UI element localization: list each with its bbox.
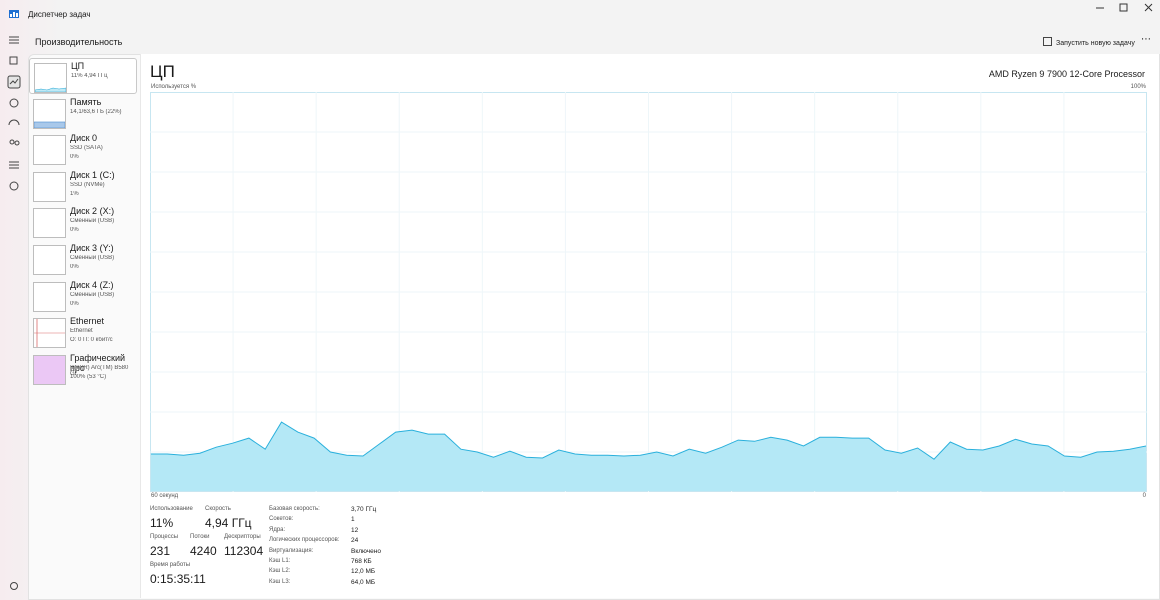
sidebar-item-detail: 0% xyxy=(70,154,79,161)
sidebar-item[interactable]: Ethernet Ethernet О: 0 П: 0 кбит/с xyxy=(29,314,135,349)
sidebar-item[interactable]: Диск 3 (Y:) Сменный (USB) 0% xyxy=(29,241,135,275)
sidebar-item-detail: Сменный (USB) xyxy=(70,255,115,261)
sidebar-item-detail: О: 0 П: 0 кбит/с xyxy=(70,337,113,344)
sidebar-item-detail: Intel(R) Arc(TM) B580 Gr xyxy=(70,364,129,377)
sidebar-thumbnail xyxy=(33,208,66,239)
stat-value: 11% xyxy=(150,516,174,530)
sidebar-thumbnail xyxy=(33,354,66,385)
sidebar-item-name: Память xyxy=(70,96,102,107)
run-task-button[interactable]: Запустить новую задачу xyxy=(1043,37,1135,47)
sidebar-item[interactable]: Диск 1 (C:) SSD (NVMe) 1% xyxy=(29,168,135,202)
sidebar-item[interactable]: Диск 4 (Z:) Сменный (USB) 0% xyxy=(29,278,135,312)
more-button[interactable]: ⋯ xyxy=(1141,34,1151,45)
stat-label: Дескрипторы xyxy=(224,534,261,540)
page-title: Производительность xyxy=(35,37,123,47)
stat-label: Время работы xyxy=(150,562,191,568)
sidebar-item-detail: Сменный (USB) xyxy=(70,218,115,225)
sidebar-item-detail: 100% (53 °C) xyxy=(70,373,107,380)
thumbnail-graph xyxy=(35,87,66,92)
stat-value: 4240 xyxy=(190,544,217,558)
sidebar-item-detail: 1% xyxy=(70,190,79,197)
sidebar-item-detail: 11% 4,94 ГГц xyxy=(71,73,108,79)
sidebar-item-detail: SSD (SATA) xyxy=(70,145,103,152)
sidebar-item-name: Диск 3 (Y:) xyxy=(70,243,114,253)
stat-value: 112304 xyxy=(224,544,264,558)
cpu-title: ЦП xyxy=(150,62,175,81)
detail-value: 64,0 МБ xyxy=(351,578,376,586)
sidebar-item-detail: 14,1/63,6 ГБ (22%) xyxy=(70,108,122,115)
stat-label: Потоки xyxy=(190,534,210,540)
thumbnail-graph xyxy=(34,121,65,128)
sidebar-item-name: Диск 4 (Z:) xyxy=(70,279,114,290)
x-left-label: 60 секунд xyxy=(151,493,179,499)
detail-value: 1 xyxy=(351,516,355,524)
detail-label: Базовая скорость: xyxy=(269,506,320,512)
sidebar-thumbnail xyxy=(33,281,66,312)
sidebar-item-name: Диск 2 (X:) xyxy=(70,206,115,217)
sidebar-item-detail: Ethernet xyxy=(70,328,93,335)
sidebar-item[interactable]: ЦП 11% 4,94 ГГц xyxy=(29,58,137,94)
stat-label: Использование xyxy=(150,506,193,512)
detail-value: 12 xyxy=(351,526,359,534)
window-title: Диспетчер задач xyxy=(28,10,91,19)
window-controls[interactable] xyxy=(1090,0,1160,18)
y-axis-label: Используется % xyxy=(151,84,197,90)
y-max-label: 100% xyxy=(1130,84,1146,90)
sidebar-thumbnail xyxy=(33,135,66,166)
sidebar-thumbnail xyxy=(33,318,66,349)
sidebar-item-name: Диск 0 xyxy=(70,133,98,144)
detail-value: 768 КБ xyxy=(351,558,372,565)
sidebar-thumbnail xyxy=(33,98,66,129)
sidebar-item[interactable]: Диск 2 (X:) Сменный (USB) 0% xyxy=(29,204,135,239)
sidebar-item[interactable]: Диск 0 SSD (SATA) 0% xyxy=(29,131,135,166)
cpu-model: AMD Ryzen 9 7900 12-Core Processor xyxy=(988,69,1145,79)
sidebar-item-detail: SSD (NVMe) xyxy=(70,181,105,188)
detail-value: 12,0 МБ xyxy=(351,568,376,576)
sidebar-item[interactable]: Память 14,1/63,6 ГБ (22%) xyxy=(29,95,135,129)
thumbnail-graph xyxy=(34,319,65,348)
thumbnail-graph xyxy=(34,355,65,384)
stat-label: Скорость xyxy=(205,506,231,512)
stat-label: Процессы xyxy=(150,534,179,540)
settings-icon[interactable] xyxy=(9,581,19,591)
sidebar-item-name: Ethernet xyxy=(70,316,105,327)
stat-value: 231 xyxy=(150,544,171,558)
run-task-label: Запустить новую задачу xyxy=(1056,40,1135,47)
sidebar-item-name: Диск 1 (C:) xyxy=(70,169,115,180)
detail-label: Кэш L3: xyxy=(269,578,291,585)
sidebar-item-name: Графический про xyxy=(70,352,125,373)
cpu-usage-line xyxy=(151,421,1147,460)
stat-value: 0:15:35:11 xyxy=(150,572,206,586)
sidebar-thumbnail xyxy=(33,171,66,202)
sidebar-item-detail: Сменный (USB) xyxy=(70,291,115,298)
detail-label: Кэш L2: xyxy=(269,568,291,575)
detail-label: Сокетов: xyxy=(269,516,294,523)
detail-value: Включено xyxy=(351,547,381,555)
detail-value: 24 xyxy=(351,537,359,545)
x-right-label: 0 xyxy=(1142,493,1146,499)
sidebar-item-detail: 0% xyxy=(70,300,79,307)
stat-value: 4,94 ГГц xyxy=(205,516,252,530)
sidebar-item-detail: 0% xyxy=(70,227,79,234)
detail-value: 3,70 ГГц xyxy=(351,506,377,513)
app-icon xyxy=(9,10,19,18)
sidebar-item-detail: 0% xyxy=(70,264,79,270)
detail-label: Логических процессоров: xyxy=(269,537,340,544)
sidebar-thumbnail xyxy=(34,63,67,93)
detail-label: Кэш L1: xyxy=(269,558,291,564)
cpu-graph xyxy=(150,92,1147,492)
sidebar-thumbnail xyxy=(33,245,66,275)
nav-icons[interactable] xyxy=(6,32,24,202)
detail-label: Виртуализация: xyxy=(269,547,314,554)
sidebar-item[interactable]: Графический про Intel(R) Arc(TM) B580 Gr 1… xyxy=(29,351,135,385)
sidebar-item-name: ЦП xyxy=(71,61,85,71)
detail-label: Ядра: xyxy=(269,526,286,533)
cpu-usage-area xyxy=(151,422,1146,491)
